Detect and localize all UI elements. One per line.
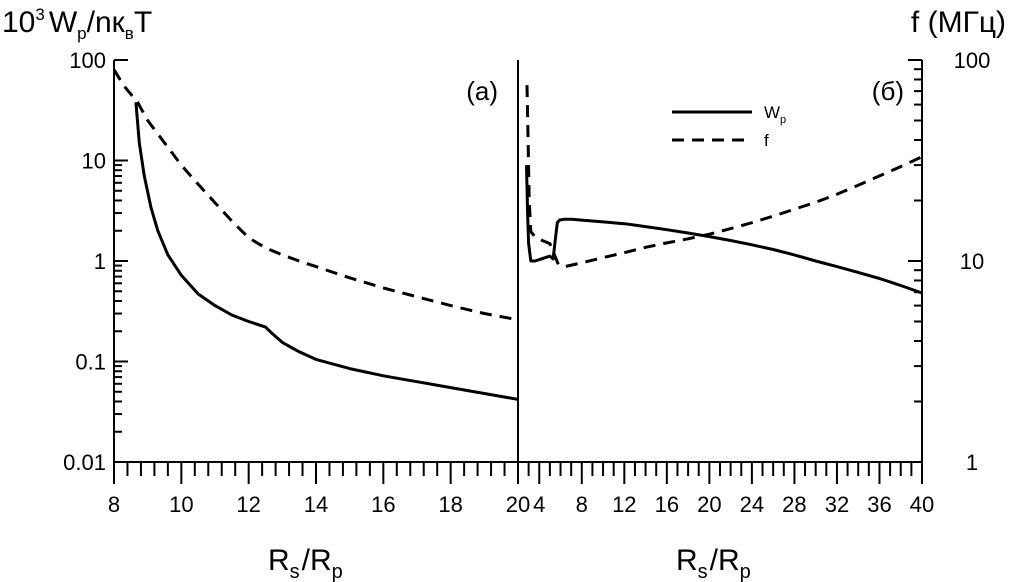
y-tick-label-right: 10 [960,249,984,274]
x-tick-label-a: 10 [169,492,193,517]
legend: Wp f [672,103,786,150]
x-tick-label-b: 40 [910,492,934,517]
x-tick-label-b: 4 [533,492,545,517]
x-tick-label-b: 16 [655,492,679,517]
x-tick-label-b: 12 [612,492,636,517]
x-tick-label-b: 8 [576,492,588,517]
y-tick-label-right: 100 [954,48,991,73]
series-a-f-dashed [112,68,519,322]
legend-label-f: f [764,131,769,150]
x-tick-label-a: 20 [506,492,530,517]
x-tick-label-b: 28 [782,492,806,517]
x-tick-label-a: 12 [236,492,260,517]
x-tick-label-a: 16 [371,492,395,517]
x-tick-label-b: 24 [740,492,764,517]
y-tick-label-left: 0.1 [75,350,106,375]
x-tick-label-b: 36 [867,492,891,517]
y-tick-label-left: 100 [69,48,106,73]
y-tick-label-left: 1 [94,249,106,274]
y-tick-label-right: 1 [966,450,978,475]
x-axis-title-left: Rs/Rp [268,544,343,582]
series-b-wp-solid [525,165,923,295]
panel-label-a: (а) [466,76,498,106]
y-axis-title-right: f (МГц) [911,6,1006,39]
series-a-wp-solid [134,102,519,401]
y-tick-label-left: 0.01 [63,450,106,475]
legend-label-wp: Wp [764,103,786,126]
panel-label-b: (б) [872,76,904,106]
x-tick-label-b: 20 [697,492,721,517]
y-axis-title-left: 103 Wp/nквT [2,5,152,43]
x-axis-title-right: Rs/Rp [676,544,751,582]
x-tick-label-a: 18 [438,492,462,517]
x-tick-label-b: 32 [825,492,849,517]
x-tick-label-a: 8 [108,492,120,517]
x-tick-label-a: 14 [304,492,328,517]
y-tick-label-left: 10 [82,149,106,174]
